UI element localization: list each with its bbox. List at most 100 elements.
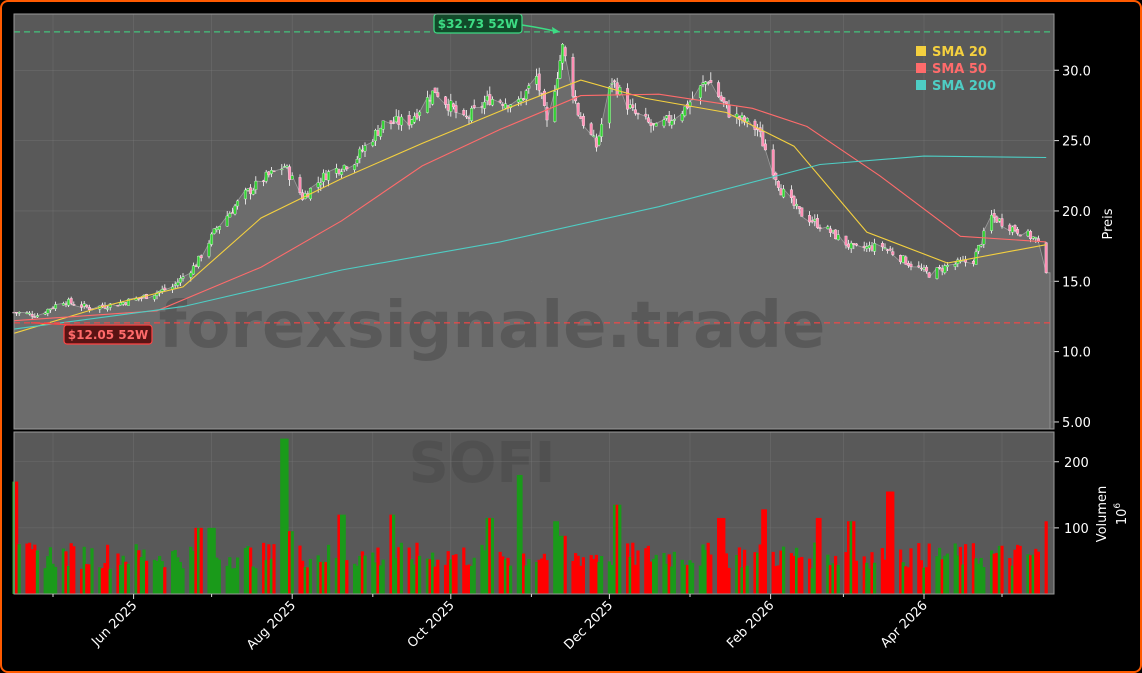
volume-bar xyxy=(815,517,819,594)
candle-body xyxy=(462,110,466,115)
volume-bar xyxy=(85,564,89,594)
volume-bar xyxy=(355,565,359,594)
volume-bar xyxy=(288,531,292,594)
candle-body xyxy=(392,122,396,124)
volume-bar xyxy=(464,565,468,594)
volume-bar xyxy=(600,555,604,594)
candle-body xyxy=(524,90,528,100)
watermark-text: forexsignale.trade xyxy=(159,289,826,363)
candle-body xyxy=(444,96,448,105)
candle-body xyxy=(464,115,468,118)
volume-bar xyxy=(649,561,653,594)
volume-bar xyxy=(98,567,102,594)
volume-bar xyxy=(189,546,193,594)
high-52w-arrowhead xyxy=(552,26,560,34)
volume-bar xyxy=(997,545,1001,594)
volume-bar xyxy=(1000,545,1004,594)
volume-bar xyxy=(353,563,357,594)
candle-body xyxy=(847,243,851,248)
legend-swatch-sma200 xyxy=(916,80,926,90)
volume-bar xyxy=(363,555,367,594)
volume-bar xyxy=(327,544,331,594)
volume-bar xyxy=(472,557,476,594)
candle-body xyxy=(800,207,804,217)
candle-body xyxy=(610,83,614,85)
candle-body xyxy=(280,168,284,171)
candle-body xyxy=(1031,236,1035,239)
candle-body xyxy=(844,235,848,246)
volume-bar xyxy=(15,481,19,594)
candle-body xyxy=(865,246,869,249)
volume-bar xyxy=(735,554,739,594)
volume-bar xyxy=(243,548,247,594)
candle-body xyxy=(592,135,596,138)
candle-body xyxy=(433,87,437,94)
candle-body xyxy=(683,106,687,116)
candle-body xyxy=(126,298,130,306)
candle-body xyxy=(483,101,487,109)
volume-bar xyxy=(797,557,801,594)
volume-bar xyxy=(397,547,401,594)
volume-bar xyxy=(691,562,695,594)
price-tick-label: 25.0 xyxy=(1062,135,1091,150)
volume-axis-unit: 106 xyxy=(1113,503,1130,526)
volume-bar xyxy=(607,561,611,594)
volume-bar xyxy=(524,565,528,594)
volume-bar xyxy=(217,559,221,594)
candle-body xyxy=(207,243,211,257)
volume-bar xyxy=(709,554,713,594)
volume-bar xyxy=(191,550,195,594)
volume-bar xyxy=(961,564,965,594)
candle-body xyxy=(17,312,21,314)
candle-body xyxy=(542,90,546,106)
candle-body xyxy=(210,233,214,245)
x-axis: Jun 2025 Aug 2025 Oct 2025 Dec 2025 Feb 2026… xyxy=(52,594,1003,653)
candle-body xyxy=(870,245,874,251)
candle-body xyxy=(1026,230,1030,237)
candle-body xyxy=(813,219,817,222)
candle-body xyxy=(576,103,580,116)
price-tick-label: 20.0 xyxy=(1062,205,1091,220)
candle-body xyxy=(836,234,840,241)
volume-bar xyxy=(836,565,840,594)
candle-body xyxy=(199,255,203,259)
candle-body xyxy=(654,123,658,127)
volume-bar xyxy=(737,547,741,594)
candle-body xyxy=(321,172,325,183)
volume-tick-label: 100 xyxy=(1064,522,1089,537)
candle-body xyxy=(834,229,838,240)
candle-body xyxy=(412,116,416,123)
volume-bar xyxy=(337,514,341,594)
candle-body xyxy=(48,308,52,311)
sma-line-200 xyxy=(13,155,1047,330)
volume-bar xyxy=(139,557,143,594)
candle-body xyxy=(571,57,575,97)
candle-body xyxy=(537,73,541,91)
legend-label: SMA 20 xyxy=(932,45,987,60)
candle-body xyxy=(795,204,799,207)
volume-bar xyxy=(228,557,232,594)
volume-bar xyxy=(371,552,375,594)
candle-body xyxy=(888,248,892,251)
volume-bar xyxy=(581,557,585,594)
candle-body xyxy=(971,261,975,264)
volume-axis-unit-exponent: 6 xyxy=(1113,503,1123,509)
volume-bar xyxy=(867,568,871,594)
candle-body xyxy=(246,188,250,191)
candle-body xyxy=(119,302,123,306)
volume-bar xyxy=(662,553,666,594)
candle-body xyxy=(267,171,271,176)
volume-bar xyxy=(410,559,414,594)
volume-bar xyxy=(30,549,34,594)
volume-bar xyxy=(865,562,869,594)
volume-bar xyxy=(415,542,419,594)
volume-bar xyxy=(717,517,721,594)
volume-bar xyxy=(847,521,851,594)
candle-body xyxy=(189,272,193,278)
candle-body xyxy=(680,113,684,121)
volume-bar xyxy=(251,566,255,594)
candle-body xyxy=(880,243,884,248)
candle-body xyxy=(69,298,73,304)
candle-body xyxy=(615,82,619,96)
candle-body xyxy=(717,82,721,97)
